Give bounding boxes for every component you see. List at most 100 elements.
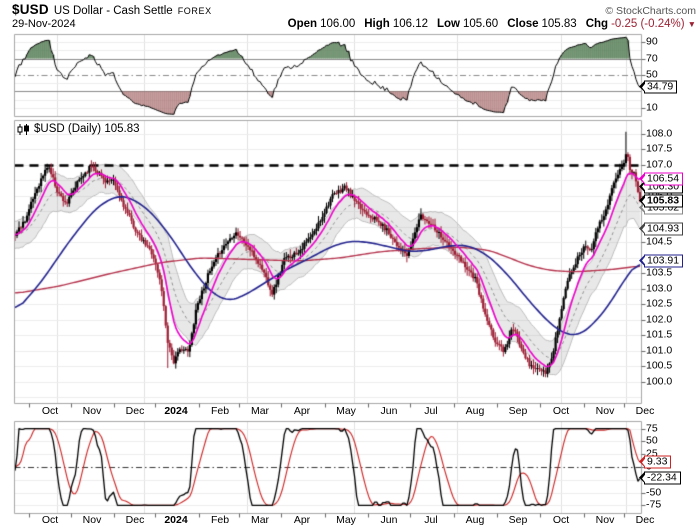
x-axis-month-label: Dec xyxy=(635,405,655,417)
x-axis-month-label: Dec xyxy=(125,514,145,526)
x-axis-month-label: Oct xyxy=(552,514,570,526)
x-axis-month-label: Mar xyxy=(250,514,270,526)
x-axis-month-label: Dec xyxy=(635,514,655,526)
oscillator-axis-tick: 50 xyxy=(646,434,658,447)
x-axis-month-label: Oct xyxy=(41,405,59,417)
oscillator-fast-callout: -22.34 xyxy=(639,471,681,485)
price-axis-tick: 101.5 xyxy=(646,328,673,341)
callout-arrow-inner xyxy=(641,224,646,235)
callout-arrow-inner xyxy=(641,181,646,192)
price-axis-tick: 108.0 xyxy=(646,127,673,140)
open-label: Open xyxy=(287,18,318,30)
copyright: © StockCharts.com xyxy=(605,5,696,17)
exchange: FOREX xyxy=(177,6,212,16)
price-callout-value: 103.91 xyxy=(647,254,680,267)
x-axis-month-label: Oct xyxy=(552,405,570,417)
open-value: 106.00 xyxy=(320,18,356,30)
x-axis-month-label: Aug xyxy=(465,514,485,526)
rsi-last-callout-value: 34.79 xyxy=(647,80,674,93)
price-axis-tick: 103.5 xyxy=(646,266,673,279)
chart-header: $USD US Dollar - Cash Settle FOREX © Sto… xyxy=(12,2,696,30)
high-value: 106.12 xyxy=(392,18,428,30)
oscillator-fast-callout-value: -22.34 xyxy=(647,471,677,484)
callout-arrow-inner xyxy=(641,473,646,484)
x-axis-month-label: 2024 xyxy=(164,514,188,526)
chg-label: Chg xyxy=(585,18,609,30)
x-axis-month-label: Nov xyxy=(595,405,615,417)
x-axis-month-label: Sep xyxy=(508,405,528,417)
rsi-last-callout: 34.79 xyxy=(639,80,678,94)
oscillator-slow-callout: 9.33 xyxy=(639,455,672,469)
x-axis-month-label: 2024 xyxy=(164,405,188,417)
chg-down-arrow-icon: ▼ xyxy=(687,19,696,29)
x-axis-month-label: Nov xyxy=(82,514,102,526)
callout-arrow-inner xyxy=(641,82,646,93)
x-axis-month-label: Jun xyxy=(380,514,398,526)
rsi-axis-tick: 70 xyxy=(646,52,658,65)
panel-label-symbol: $USD xyxy=(34,123,65,135)
x-axis-month-label: Dec xyxy=(125,405,145,417)
price-callout-value: 106.30 xyxy=(647,180,680,193)
close-label: Close xyxy=(507,18,539,30)
price-callout: 104.93 xyxy=(639,222,684,236)
x-axis-month-label: Apr xyxy=(293,514,311,526)
callout-arrow-inner xyxy=(641,457,646,468)
price-callout-value: 104.93 xyxy=(647,222,680,235)
x-axis-month-label: May xyxy=(336,514,356,526)
quote-row: 29-Nov-2024 Open 106.00 High 106.12 Low … xyxy=(12,18,696,30)
price-axis-tick: 102.5 xyxy=(646,297,673,310)
x-axis-month-label: Nov xyxy=(82,405,102,417)
price-axis-tick: 102.0 xyxy=(646,313,673,326)
main-panel-label: $USD (Daily) 105.83 xyxy=(17,123,140,135)
price-axis-tick: 107.5 xyxy=(646,142,673,155)
rsi-axis-tick: 50 xyxy=(646,68,658,81)
low-value: 105.60 xyxy=(463,18,499,30)
price-callout-value: 106.54 xyxy=(647,172,680,185)
oscillator-slow-callout-value: 9.33 xyxy=(647,455,668,468)
candlestick-icon xyxy=(17,123,29,135)
panel-label-timeframe: (Daily) xyxy=(67,123,102,135)
symbol-description: US Dollar - Cash Settle xyxy=(53,5,173,17)
chg-value: -0.25 (-0.24%) xyxy=(611,18,685,30)
oscillator-axis-tick: -75 xyxy=(646,498,662,511)
price-callout-value: 105.83 xyxy=(647,194,680,207)
price-axis-tick: 100.5 xyxy=(646,359,673,372)
price-callout: 103.91 xyxy=(639,254,684,268)
callout-arrow-inner xyxy=(641,174,646,185)
callout-arrow-inner xyxy=(641,202,646,213)
x-axis-month-label: Jun xyxy=(380,405,398,417)
quote-date: 29-Nov-2024 xyxy=(12,18,76,30)
rsi-axis-tick: 90 xyxy=(646,35,658,48)
price-callout: 106.54 xyxy=(639,172,684,186)
x-axis-month-label: Apr xyxy=(293,405,311,417)
price-axis-tick: 103.0 xyxy=(646,282,673,295)
x-axis-month-label: May xyxy=(336,405,356,417)
x-axis-month-label: Oct xyxy=(41,514,59,526)
low-label: Low xyxy=(437,18,460,30)
price-axis-tick: 104.5 xyxy=(646,235,673,248)
price-axis-tick: 107.0 xyxy=(646,158,673,171)
x-axis-month-label: Feb xyxy=(210,514,230,526)
oscillator-axis-tick: 25 xyxy=(646,447,658,460)
close-value: 105.83 xyxy=(541,18,577,30)
oscillator-axis-tick: -50 xyxy=(646,486,662,499)
x-axis-month-label: Sep xyxy=(508,514,528,526)
price-axis-tick: 101.0 xyxy=(646,344,673,357)
panel-label-last: 105.83 xyxy=(104,123,140,135)
title-row: $USD US Dollar - Cash Settle FOREX © Sto… xyxy=(12,2,696,17)
oscillator-axis-tick: 75 xyxy=(646,422,658,435)
symbol: $USD xyxy=(12,2,49,17)
high-label: High xyxy=(364,18,390,30)
x-axis-month-label: Jul xyxy=(424,514,438,526)
callout-arrow-inner xyxy=(641,255,646,266)
callout-arrow-inner xyxy=(641,196,646,207)
price-callout: 105.83 xyxy=(639,194,684,208)
rsi-axis-tick: 10 xyxy=(646,101,658,114)
x-axis-month-label: Feb xyxy=(210,405,230,417)
x-axis-month-label: Jul xyxy=(424,405,438,417)
x-axis-month-label: Nov xyxy=(595,514,615,526)
x-axis-month-label: Mar xyxy=(250,405,270,417)
x-axis-month-label: Aug xyxy=(465,405,485,417)
